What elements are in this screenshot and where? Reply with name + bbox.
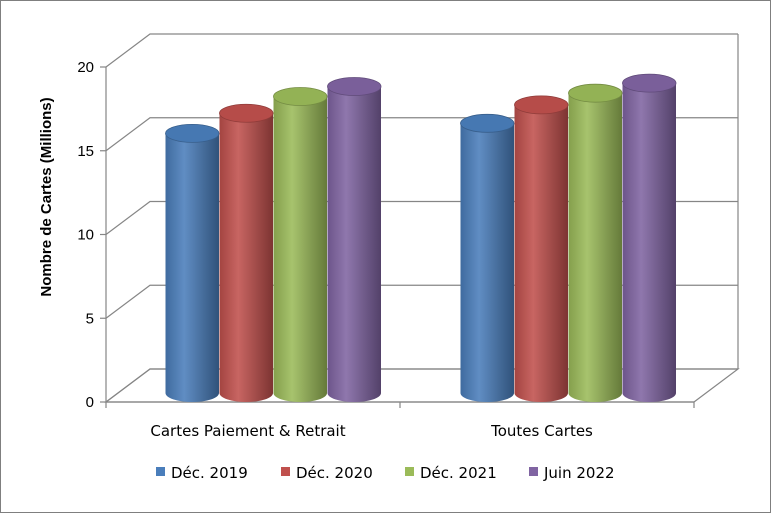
y-tick-label: 20 bbox=[77, 59, 94, 76]
bar bbox=[273, 87, 328, 403]
y-tick-label: 10 bbox=[77, 227, 94, 244]
legend-label: Déc. 2021 bbox=[420, 464, 497, 482]
legend-swatch bbox=[156, 467, 165, 476]
legend-swatch bbox=[529, 467, 538, 476]
bar bbox=[219, 103, 274, 403]
y-axis-label: Nombre de Cartes (Millions) bbox=[38, 97, 55, 296]
bar bbox=[460, 113, 515, 402]
legend-item: Déc. 2021 bbox=[405, 464, 497, 482]
y-tick-label: 0 bbox=[86, 394, 94, 411]
legend-item: Déc. 2019 bbox=[156, 464, 248, 482]
legend-label: Juin 2022 bbox=[543, 464, 615, 482]
x-tick-labels: Cartes Paiement & Retrait Toutes Cartes bbox=[150, 422, 593, 440]
legend-label: Déc. 2020 bbox=[296, 464, 373, 482]
y-tick-labels: 0 5 10 15 20 bbox=[77, 59, 94, 411]
legend-label: Déc. 2019 bbox=[171, 464, 248, 482]
legend-swatch bbox=[281, 467, 290, 476]
legend-swatch bbox=[405, 467, 414, 476]
bar bbox=[568, 83, 623, 403]
legend-item: Déc. 2020 bbox=[281, 464, 373, 482]
x-tick-label: Cartes Paiement & Retrait bbox=[150, 422, 345, 440]
bar bbox=[514, 95, 569, 403]
bars bbox=[165, 73, 677, 403]
bar bbox=[622, 73, 677, 402]
legend: Déc. 2019 Déc. 2020 Déc. 2021 Juin 2022 bbox=[156, 464, 615, 482]
y-tick-label: 5 bbox=[86, 310, 94, 327]
gridline bbox=[105, 33, 738, 68]
y-tick-label: 15 bbox=[77, 143, 94, 160]
axes bbox=[100, 66, 695, 408]
bar bbox=[165, 123, 220, 402]
x-tick-label: Toutes Cartes bbox=[490, 422, 593, 440]
legend-item: Juin 2022 bbox=[529, 464, 615, 482]
bar bbox=[327, 77, 382, 402]
